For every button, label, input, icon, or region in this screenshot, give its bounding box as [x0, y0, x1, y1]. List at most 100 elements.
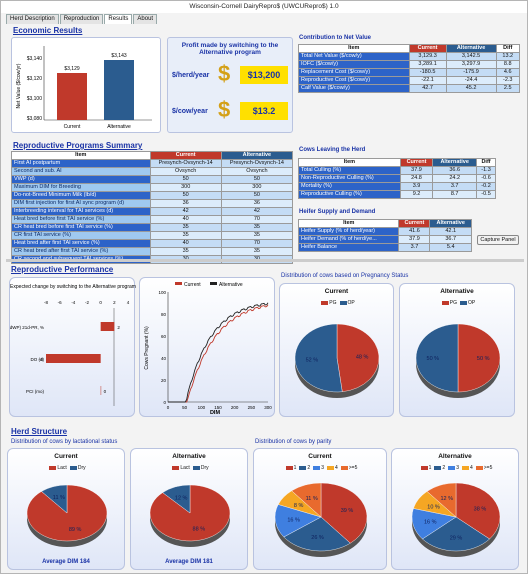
repro-cell: Second and sub. AI [11, 167, 151, 176]
change-value: 2 [117, 325, 120, 330]
tab-about[interactable]: About [133, 14, 158, 24]
preg-xtick: 0 [167, 405, 170, 410]
pie-slice [336, 323, 380, 392]
leaving-cell: 24.2 [432, 174, 478, 183]
leaving-cell: Non-Reproductive Culling (%) [298, 174, 401, 183]
table-row: Heifer Supply (% of herd/year) 41.6 42.1 [297, 227, 472, 236]
leaving-cell: 9.2 [399, 190, 434, 199]
repro-cell: 35 [149, 247, 222, 256]
table-row: Total Net Value ($/cow/y) 3,129.3 3,142.5 1… [298, 52, 521, 61]
leaving-cell: Mortality (%) [298, 182, 401, 191]
pie-label: 12 % [440, 496, 453, 502]
repro-cell: Presynch-Ovsynch-14 [149, 159, 222, 168]
tab-bar: Herd Description Reproduction Results Ab… [6, 14, 158, 24]
dollar-icon: $ [218, 61, 231, 86]
repro-cell: 35 [220, 247, 294, 256]
contribution-cell: Reproductive Cost ($/cow/y) [298, 76, 410, 85]
preg-ytick: 40 [161, 356, 167, 361]
heifer-table: Item Current Alternative Heifer Supply (% o… [297, 219, 472, 252]
legend-current: Current [184, 282, 201, 288]
current-bar [57, 73, 87, 120]
tab-herd-description[interactable]: Herd Description [6, 14, 59, 24]
pie-label: 11 % [306, 496, 318, 502]
preg-ytick: 20 [161, 378, 167, 383]
contribution-header: Current [408, 44, 447, 53]
pie-slice [41, 484, 68, 514]
heifer-cell: Heifer Balance [297, 243, 400, 252]
profit-title: Profit made by switching to the Alternat… [181, 42, 279, 56]
lact-alt-legend: Lact Dry [131, 465, 247, 471]
economic-ytick: $3,080 [27, 116, 43, 122]
leaving-cell: 3.9 [399, 182, 434, 191]
heifer-cell: Heifer Supply (% of herd/year) [297, 227, 400, 236]
change-tick: 2 [113, 300, 116, 305]
pie-slice [422, 516, 490, 552]
repro-cell: First AI postpartum [11, 159, 151, 168]
heifer-cell: 3.7 [398, 243, 431, 252]
contribution-table: Item Current Alternative Diff Total Net Valu… [298, 44, 521, 93]
contribution-header: Item [298, 44, 410, 53]
change-bar [100, 386, 102, 395]
contribution-cell: 42.7 [408, 84, 447, 93]
table-row: Reproductive Cost ($/cow/y) -22.1 -24.4 -2.… [298, 76, 521, 85]
pie-label: 48 % [356, 355, 369, 361]
capture-panel-button[interactable]: Capture Panel [477, 235, 519, 245]
herd-structure-title: Herd Structure [11, 427, 68, 436]
change-row-label: (50dWP) 21d-PR, % [10, 325, 44, 330]
repro-cell: 300 [149, 183, 222, 192]
expected-change-panel: Expected change by switching to the Alte… [3, 277, 136, 417]
repro-cell: 40 [149, 239, 222, 248]
parity-current-panel: Current 1 2 3 4 >=5 39 % 26 % 16 % 8 % 11 % [253, 448, 387, 570]
preg-ytick: 60 [161, 334, 167, 339]
parity-current-pie: 39 % 26 % 16 % 8 %11 % [274, 482, 368, 557]
pie-label: 10 % [427, 504, 440, 510]
contribution-cell: -24.4 [445, 76, 497, 85]
preg-xtick: 250 [248, 405, 256, 410]
leaving-header: Alternative [432, 158, 478, 167]
leaving-cell: 24.8 [399, 174, 434, 183]
preg-alt-pie: 50 % 50 % [415, 323, 501, 398]
repro-cell: 36 [149, 199, 222, 208]
pie-label: 52 % [306, 357, 319, 363]
parity-alt-legend: 1 2 3 4 >=5 [392, 465, 518, 471]
lact-current-panel: Current Lact Dry 89 % 11 % Average DIM 184 [7, 448, 125, 570]
change-bar [100, 322, 115, 331]
repro-cell: 50 [149, 175, 222, 184]
leaving-cell: Reproductive Culling (%) [298, 190, 401, 199]
heifer-header: Item [297, 219, 400, 228]
table-row: Calf Value ($/cow/y) 42.7 45.2 2.5 [298, 84, 521, 93]
pie-label: 50 % [427, 356, 440, 362]
table-row: Maximum DIM for Breeding 300 300 [11, 183, 294, 192]
repro-header: Item [11, 151, 151, 160]
change-row-label: PCI (mo) [26, 389, 45, 394]
change-tick: -4 [71, 300, 75, 305]
economic-ytick: $3,120 [27, 76, 43, 82]
profit-cow-value: $13.2 [240, 102, 288, 120]
current-xlabel: Current [64, 124, 81, 130]
alternative-bar [104, 60, 134, 120]
legend-alternative-swatch [210, 282, 217, 285]
contribution-cell: -22.1 [408, 76, 447, 85]
tab-results[interactable]: Results [104, 14, 133, 24]
economic-ytick: $3,100 [27, 96, 43, 102]
lact-current-title: Current [54, 453, 78, 460]
lact-alt-avg: Average DIM 181 [165, 559, 213, 565]
repro-cell: Presynch-Ovsynch-14 [220, 159, 294, 168]
contribution-cell: 4.6 [495, 68, 521, 77]
lact-current-pie: 89 % 11 % [26, 484, 108, 547]
preg-xtick: 100 [198, 405, 206, 410]
contribution-header: Alternative [445, 44, 497, 53]
contribution-cell: Total Net Value ($/cow/y) [298, 52, 410, 61]
tab-reproduction[interactable]: Reproduction [59, 14, 104, 24]
repro-cell: 42 [149, 207, 222, 216]
pie-slice [294, 323, 343, 393]
repro-cell: 36 [220, 199, 294, 208]
pie-slice [320, 482, 368, 544]
table-row: CR first TAI service (%) 35 35 [11, 231, 294, 240]
pie-slice [457, 323, 501, 393]
preg-current-pie: 48 % 52 % [294, 323, 380, 398]
pie-label: 38 % [474, 506, 487, 512]
repro-cell: 35 [220, 231, 294, 240]
pie-slice [274, 504, 322, 538]
parity-alt-pie: 38 % 29 % 16 % 10 %12 % [411, 482, 501, 557]
